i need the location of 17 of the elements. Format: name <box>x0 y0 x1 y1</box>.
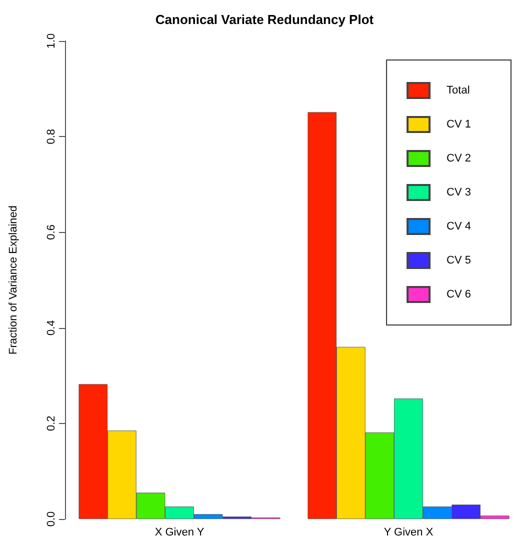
y-tick-label: 0.2 <box>46 416 58 432</box>
y-tick-label: 0.0 <box>46 511 58 527</box>
legend-label: CV 4 <box>446 220 472 232</box>
legend-label: CV 1 <box>446 118 472 130</box>
legend-label: Total <box>446 84 470 96</box>
x-tick-label: X Given Y <box>154 526 205 538</box>
y-axis-title: Fraction of Variance Explained <box>8 206 20 354</box>
y-tick-label: 0.4 <box>46 320 58 336</box>
chart-title: Canonical Variate Redundancy Plot <box>155 12 374 27</box>
y-tick-label: 0.6 <box>46 224 58 240</box>
legend-label: CV 2 <box>446 152 472 164</box>
y-tick-label: 1.0 <box>46 33 58 49</box>
legend-label: CV 6 <box>446 288 472 300</box>
legend-label: CV 5 <box>446 254 472 266</box>
y-tick-label: 0.8 <box>46 128 58 144</box>
legend-label: CV 3 <box>446 186 472 198</box>
x-tick-label: Y Given X <box>384 526 434 538</box>
